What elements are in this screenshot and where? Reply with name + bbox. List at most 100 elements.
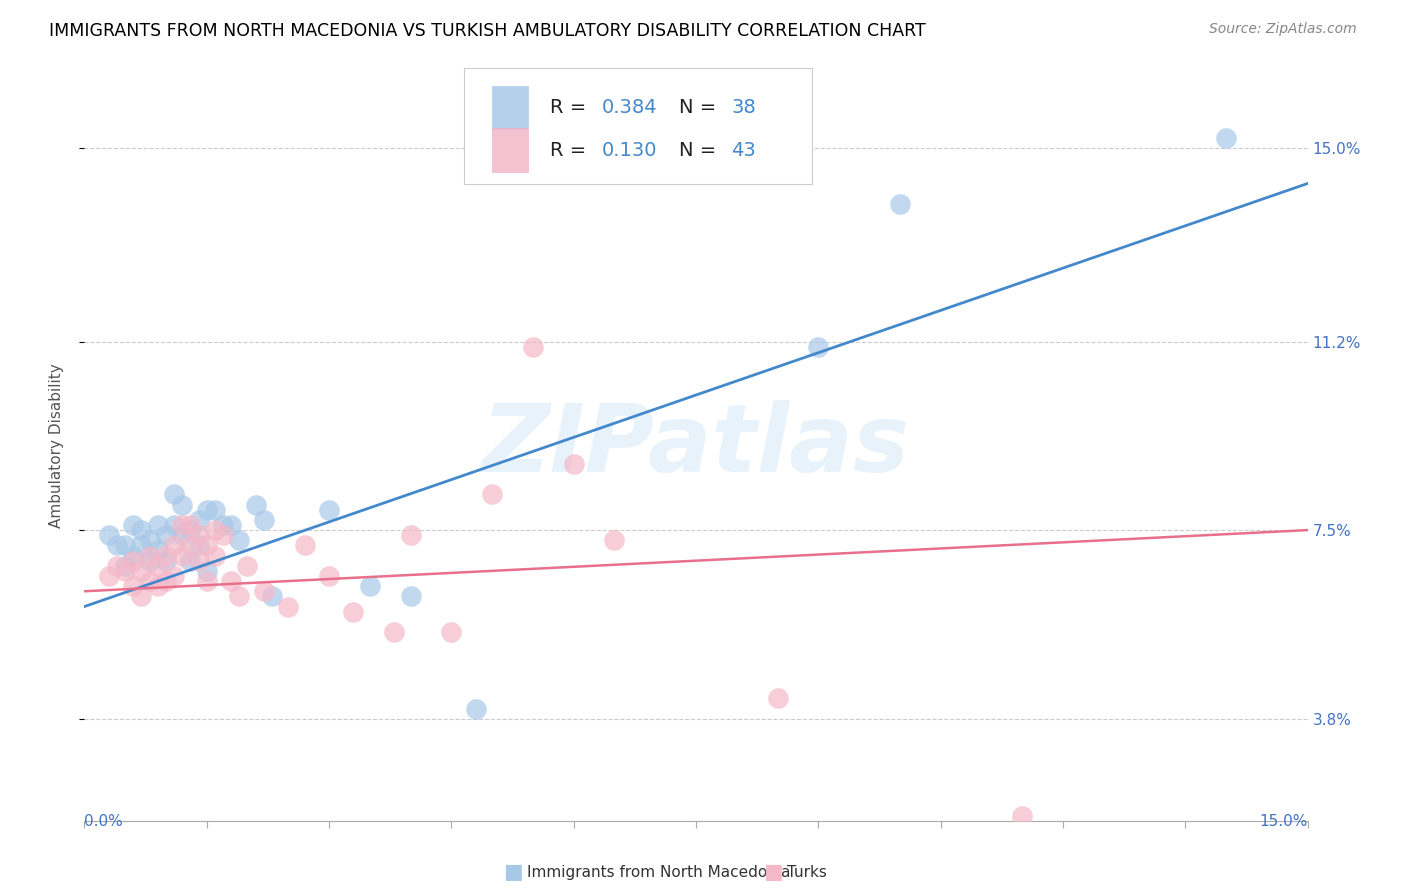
Point [114,564,136,578]
Point [155,549,177,563]
Text: ZIPatlas: ZIPatlas [482,400,910,492]
Point [105,558,128,573]
Point [146,558,169,573]
Text: Turks: Turks [787,865,827,880]
Point [163,569,186,583]
FancyBboxPatch shape [492,86,529,129]
Point [155,528,177,542]
Point [187,538,209,552]
Point [195,564,218,578]
Point [122,549,145,563]
Point [204,523,226,537]
Text: IMMIGRANTS FROM NORTH MACEDONIA VS TURKISH AMBULATORY DISABILITY CORRELATION CHA: IMMIGRANTS FROM NORTH MACEDONIA VS TURKI… [49,22,927,40]
Point [172,498,194,512]
Point [253,584,276,599]
Text: 0.130: 0.130 [602,141,657,160]
Point [122,518,145,533]
Point [187,513,209,527]
Text: 38: 38 [731,98,756,117]
Text: ■: ■ [763,863,783,882]
Point [481,487,503,501]
FancyBboxPatch shape [492,128,529,172]
Point [138,533,160,548]
Text: Source: ZipAtlas.com: Source: ZipAtlas.com [1209,22,1357,37]
Point [122,554,145,568]
Point [138,574,160,588]
Point [195,502,218,516]
Point [131,590,153,604]
Point [318,502,340,516]
Point [131,564,153,578]
Text: 15.0%: 15.0% [1260,814,1308,829]
Point [131,523,153,537]
Point [172,549,194,563]
Point [253,513,276,527]
Point [187,554,209,568]
Point [105,538,128,552]
Point [245,498,267,512]
Point [1215,130,1237,145]
Point [195,538,218,552]
Point [155,554,177,568]
Point [277,599,299,614]
Text: 43: 43 [731,141,756,160]
Point [807,340,830,354]
Point [146,579,169,593]
Point [172,518,194,533]
Point [212,518,235,533]
FancyBboxPatch shape [464,68,813,184]
Point [114,558,136,573]
Point [228,590,250,604]
Text: Immigrants from North Macedonia: Immigrants from North Macedonia [527,865,790,880]
Point [163,487,186,501]
Point [138,549,160,563]
Point [236,558,259,573]
Point [342,605,364,619]
Point [97,569,120,583]
Point [204,549,226,563]
Point [228,533,250,548]
Point [440,625,463,640]
Point [163,538,186,552]
Point [1011,808,1033,822]
Text: N =: N = [679,141,723,160]
Point [131,538,153,552]
Point [889,197,911,211]
Point [318,569,340,583]
Text: ■: ■ [503,863,523,882]
Point [522,340,544,354]
Point [138,554,160,568]
Point [187,528,209,542]
Point [382,625,405,640]
Point [114,538,136,552]
Point [155,574,177,588]
Point [122,579,145,593]
Y-axis label: Ambulatory Disability: Ambulatory Disability [49,364,63,528]
Point [399,590,422,604]
Text: 0.384: 0.384 [602,98,658,117]
Point [146,518,169,533]
Point [603,533,626,548]
Point [399,528,422,542]
Point [146,543,169,558]
Point [179,523,201,537]
Point [204,502,226,516]
Point [172,528,194,542]
Point [219,518,242,533]
Point [163,518,186,533]
Point [179,554,201,568]
Point [294,538,316,552]
Text: R =: R = [550,98,593,117]
Point [260,590,283,604]
Point [97,528,120,542]
Text: N =: N = [679,98,723,117]
Point [562,457,585,471]
Point [212,528,235,542]
Point [359,579,381,593]
Text: 0.0%: 0.0% [84,814,124,829]
Point [766,691,789,706]
Point [195,574,218,588]
Point [464,701,486,715]
Point [179,518,201,533]
Text: R =: R = [550,141,593,160]
